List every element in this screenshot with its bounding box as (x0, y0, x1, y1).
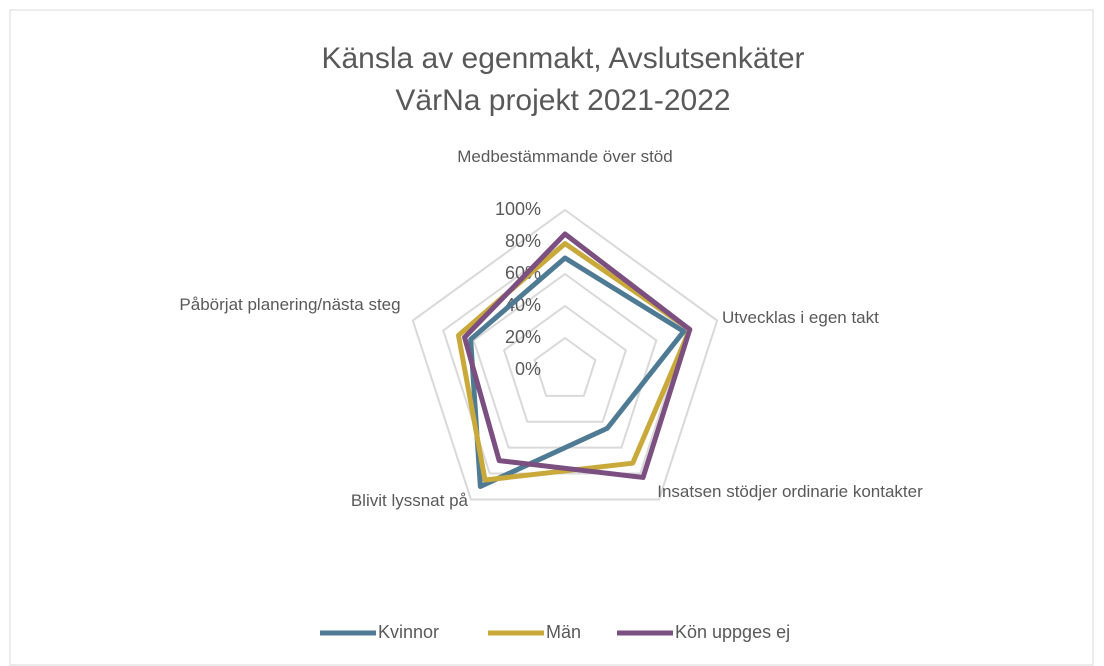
legend-label: Kön uppges ej (675, 622, 790, 642)
chart-title: Känsla av egenmakt, Avslutsenkäter (321, 42, 804, 75)
grid-ring (502, 304, 628, 423)
series-line (462, 231, 693, 480)
axis-label: Medbestämmande över stöd (457, 147, 673, 166)
tick-label: 100% (495, 199, 541, 219)
axis-label: Blivit lyssnat på (350, 491, 468, 510)
grid-ring (411, 208, 719, 501)
tick-label: 80% (505, 231, 541, 251)
tick-label: 0% (515, 359, 541, 379)
series-line (468, 255, 687, 489)
axis-label: Utvecklas i egen takt (722, 308, 879, 327)
legend-label: Män (546, 622, 581, 642)
chart-border (9, 9, 1094, 666)
legend-label: Kvinnor (378, 622, 439, 642)
chart-title: VärNa projekt 2021-2022 (395, 84, 730, 117)
tick-label: 20% (505, 327, 541, 347)
axis-label: Påbörjat planering/nästa steg (179, 295, 401, 314)
axis-label: Insatsen stödjer ordinarie kontakter (657, 482, 923, 501)
grid-ring (533, 336, 597, 397)
